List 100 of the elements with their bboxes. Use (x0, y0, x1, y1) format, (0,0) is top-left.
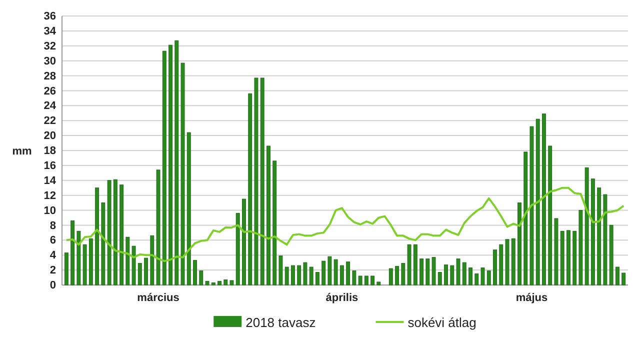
bar (278, 256, 283, 286)
bar (584, 167, 589, 286)
y-tick-label: 32 (44, 40, 56, 52)
bar (530, 126, 534, 286)
bar (107, 180, 112, 286)
y-tick-label: 10 (44, 204, 56, 217)
bar (156, 170, 160, 286)
bar (346, 262, 350, 286)
bar (297, 265, 302, 286)
x-tick-label: május (516, 292, 548, 304)
bar (432, 257, 436, 286)
y-tick-label: 34 (44, 25, 57, 38)
bar (352, 270, 356, 286)
bar (266, 146, 270, 286)
bar (388, 268, 393, 286)
bar (248, 93, 252, 286)
bar (186, 132, 191, 286)
bar (462, 262, 466, 286)
bar (95, 188, 100, 286)
bar (572, 230, 577, 286)
y-tick-label: 6 (50, 234, 56, 247)
bar (486, 270, 491, 286)
bar (205, 280, 210, 286)
bar (358, 276, 362, 286)
bar (499, 244, 504, 286)
bar (64, 252, 68, 286)
bar (70, 220, 75, 286)
y-tick-label: 36 (44, 10, 56, 23)
bar (101, 202, 106, 286)
y-tick-label: 30 (44, 55, 56, 68)
legend-label: sokévi átlag (408, 315, 476, 330)
bar (511, 238, 516, 286)
bar (132, 246, 136, 286)
bar (76, 230, 81, 286)
bar (113, 179, 118, 286)
bar (413, 244, 418, 286)
bar (174, 40, 179, 286)
x-tick-label: április (326, 292, 358, 304)
y-tick-label: 12 (44, 190, 56, 202)
bar (474, 273, 479, 286)
y-tick-label: 0 (50, 280, 56, 292)
bar (376, 282, 381, 286)
bar (524, 152, 528, 286)
y-tick-label: 20 (44, 130, 56, 142)
bar (554, 218, 558, 286)
bar (590, 178, 595, 286)
y-tick-label: 14 (44, 174, 57, 187)
bar (322, 260, 326, 286)
bar (622, 272, 626, 286)
bar (315, 272, 320, 286)
bar (505, 239, 510, 286)
bar (260, 78, 264, 286)
bar (168, 44, 172, 286)
y-axis-title: mm (12, 146, 32, 158)
bar (426, 258, 430, 286)
bar (211, 282, 216, 286)
bar (578, 210, 583, 286)
bar (309, 266, 314, 286)
bar (597, 188, 602, 286)
bar (290, 265, 295, 286)
bar (468, 268, 472, 286)
bar (370, 276, 375, 286)
bar (518, 202, 522, 286)
bar (180, 62, 185, 286)
bar (150, 235, 154, 286)
bar (560, 230, 564, 286)
y-tick-label: 4 (50, 250, 57, 262)
bar (420, 258, 424, 286)
legend-label: 2018 tavasz (246, 315, 316, 330)
bar (120, 184, 124, 286)
bar (609, 224, 614, 286)
bar (328, 256, 332, 286)
y-tick-label: 24 (44, 100, 57, 112)
bar (193, 260, 197, 286)
bar (456, 258, 460, 286)
bar (224, 279, 228, 286)
y-tick-label: 8 (50, 220, 56, 232)
bar (444, 264, 448, 286)
bar (334, 259, 338, 286)
bar (272, 160, 277, 286)
bar (254, 78, 258, 286)
line-series (65, 186, 625, 262)
bar (438, 272, 442, 286)
bar (284, 266, 289, 286)
bar (395, 266, 400, 286)
y-tick-label: 28 (44, 70, 56, 82)
x-tick-label: március (137, 292, 180, 304)
bar (162, 50, 166, 286)
bar (144, 258, 148, 286)
bar (603, 194, 608, 286)
bar (536, 118, 540, 286)
bar (615, 266, 620, 286)
y-tick-label: 26 (44, 85, 56, 98)
bar (242, 198, 246, 286)
bar (82, 244, 87, 286)
bar (199, 270, 204, 286)
bar (480, 268, 485, 286)
bar (230, 280, 234, 286)
bar (303, 262, 308, 286)
bar (407, 244, 412, 286)
